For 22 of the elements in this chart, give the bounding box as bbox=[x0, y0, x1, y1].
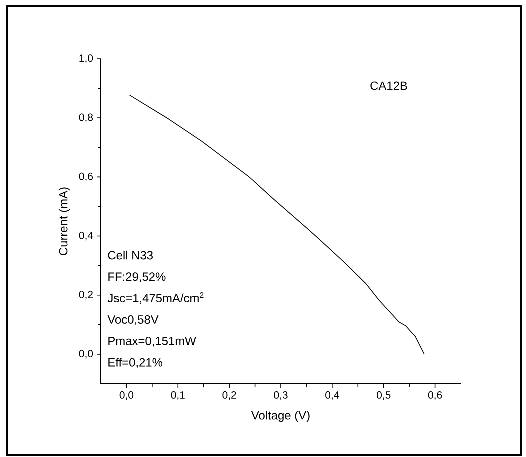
y-tick-label: 0,4 bbox=[79, 232, 94, 241]
x-tick-label: 0,3 bbox=[274, 392, 288, 400]
annotation: Pmax=0,151mW bbox=[108, 336, 196, 347]
annotation: FF:29,52% bbox=[108, 272, 166, 283]
y-tick-label: 0,8 bbox=[79, 114, 94, 122]
annotation: CA12B bbox=[370, 82, 408, 90]
x-tick-label: 0,0 bbox=[120, 392, 134, 400]
x-tick-label: 0,1 bbox=[171, 392, 185, 400]
annotation: Jsc=1,475mA/cm$^{2}$ bbox=[108, 292, 204, 304]
y-tick-label: 1,0 bbox=[80, 54, 94, 64]
y-tick-label: 0,2 bbox=[79, 291, 93, 300]
x-tick-label: 0,5 bbox=[376, 392, 391, 400]
annotation: Eff=0,21% bbox=[108, 358, 163, 368]
y-tick-label: 0,0 bbox=[79, 350, 94, 359]
x-axis-title: Voltage (V) bbox=[251, 411, 310, 422]
y-axis-title: Current (mA) bbox=[58, 188, 70, 256]
y-tick-label: 0,6 bbox=[79, 172, 94, 182]
x-tick-label: 0,2 bbox=[222, 392, 236, 400]
annotation: Voc0,58V bbox=[108, 316, 159, 326]
x-tick-label: 0,6 bbox=[428, 392, 442, 400]
x-tick-label: 0,4 bbox=[326, 392, 340, 400]
annotation: Cell N33 bbox=[108, 250, 153, 260]
